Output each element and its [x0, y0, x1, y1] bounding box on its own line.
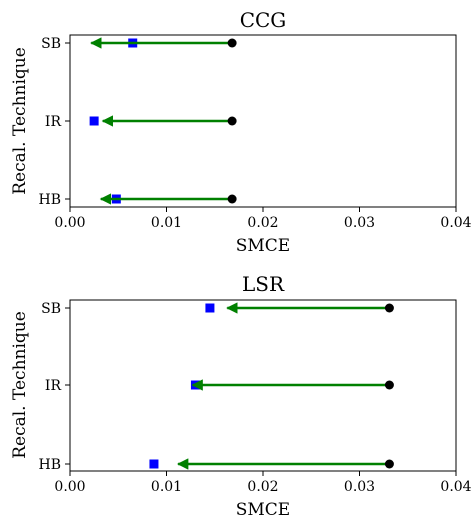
- x-tick-label: 0.01: [151, 215, 182, 231]
- plot-area: 0.00 0.01 0.02 0.03 0.04 SB IR HB: [39, 301, 472, 495]
- panel-ccg: CCG Recal. Technique SMCE 0.00 0.01 0.02 0.…: [10, 8, 472, 256]
- x-tick-label: 0.00: [54, 215, 85, 231]
- y-tick-label: IR: [45, 378, 62, 394]
- x-axis-label: SMCE: [236, 236, 290, 256]
- data-point-square: [89, 116, 99, 126]
- data-point-square: [205, 303, 215, 313]
- x-tick-label: 0.00: [54, 479, 85, 495]
- x-tick-label: 0.03: [344, 479, 375, 495]
- chart-title: CCG: [240, 8, 287, 32]
- x-tick-label: 0.02: [247, 215, 278, 231]
- data-point-circle: [227, 194, 237, 204]
- x-tick-label: 0.03: [344, 215, 375, 231]
- x-tick-label: 0.01: [151, 479, 182, 495]
- data-point-circle: [384, 380, 394, 390]
- plot-frame: [69, 299, 457, 472]
- plot-area: 0.00 0.01 0.02 0.03 0.04 SB IR HB: [39, 36, 472, 231]
- chart-title: LSR: [242, 272, 285, 296]
- y-tick-label: HB: [39, 192, 62, 208]
- y-tick-label: SB: [41, 36, 61, 52]
- x-axis-label: SMCE: [236, 500, 290, 517]
- x-tick-label: 0.04: [440, 479, 471, 495]
- data-point-circle: [384, 459, 394, 469]
- y-tick-label: IR: [45, 114, 62, 130]
- y-axis-label: Recal. Technique: [10, 47, 30, 195]
- y-axis-label: Recal. Technique: [10, 311, 30, 459]
- y-tick-label: HB: [39, 457, 62, 473]
- y-tick-label: SB: [41, 301, 61, 317]
- plot-frame: [69, 34, 457, 208]
- data-point-square: [149, 459, 159, 469]
- data-point-circle: [227, 116, 237, 126]
- data-point-circle: [227, 38, 237, 48]
- panel-lsr: LSR Recal. Technique SMCE 0.00 0.01 0.02 0.…: [10, 272, 472, 517]
- x-tick-label: 0.02: [247, 479, 278, 495]
- x-tick-label: 0.04: [440, 215, 471, 231]
- data-point-circle: [384, 303, 394, 313]
